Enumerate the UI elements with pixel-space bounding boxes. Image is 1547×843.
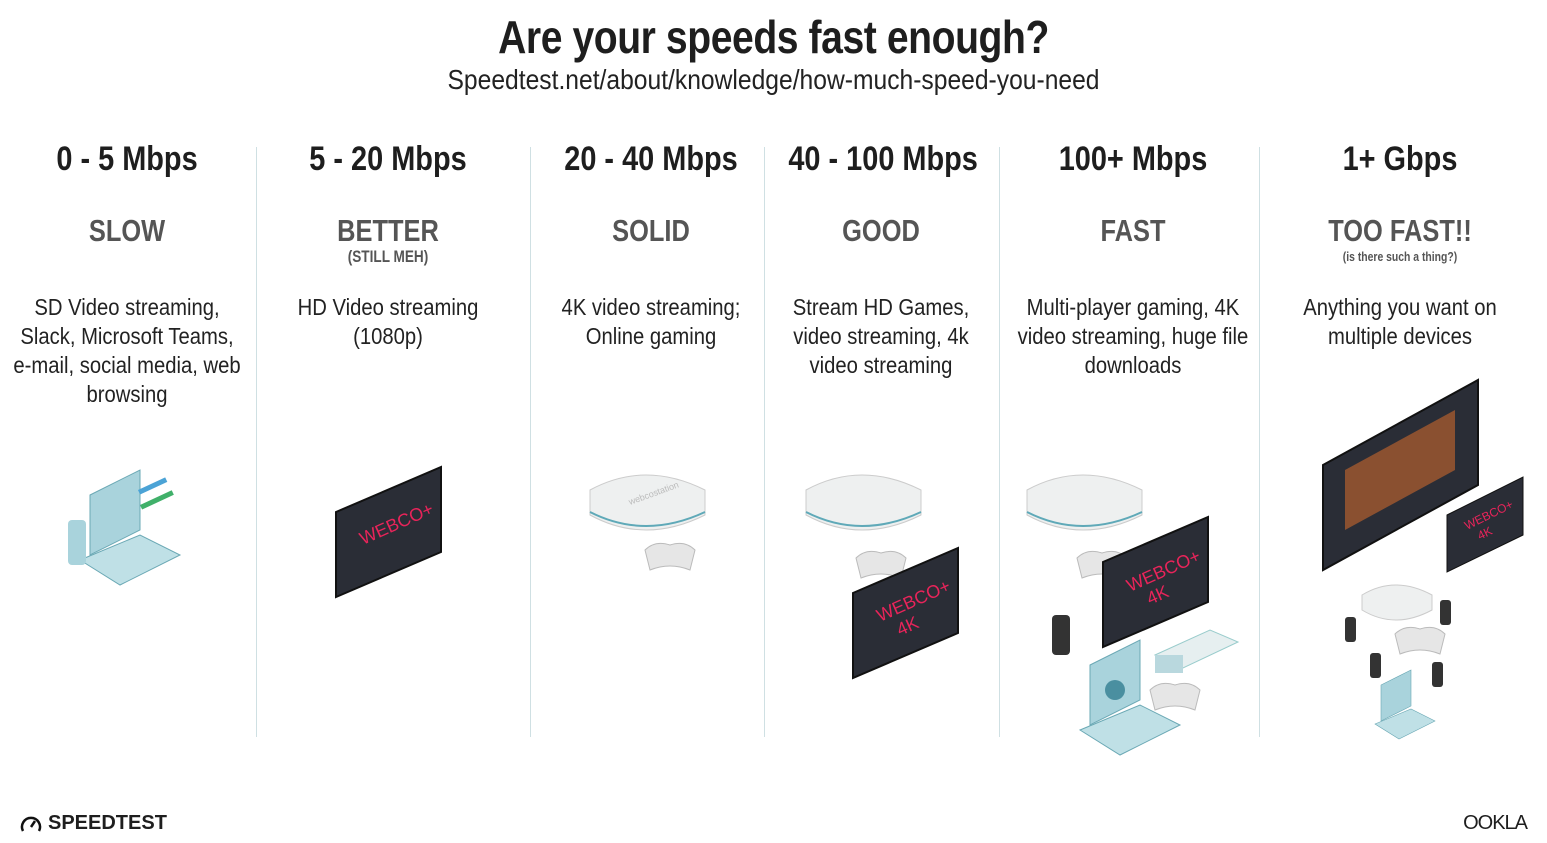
tier-description: Multi-player gaming, 4K video streaming,… bbox=[1017, 294, 1249, 378]
page-title: Are your speeds fast enough? bbox=[498, 11, 1049, 63]
phone-icon bbox=[1345, 600, 1451, 687]
tier-better: 5 - 20 Mbps BETTER (STILL MEH) HD Video … bbox=[278, 140, 498, 740]
laptop-icon bbox=[68, 469, 181, 586]
tier-too-fast: 1+ Gbps TOO FAST!! (is there such a thin… bbox=[1285, 140, 1515, 740]
tv-4k-icon: WEBCO+4K bbox=[1102, 516, 1209, 648]
tier-good: 40 - 100 Mbps GOOD Stream HD Games, vide… bbox=[772, 140, 990, 740]
tier-speed: 100+ Mbps bbox=[1058, 140, 1208, 178]
laptop-icon bbox=[1079, 639, 1181, 756]
gauge-icon bbox=[20, 816, 42, 832]
tier-label: SOLID bbox=[612, 213, 690, 248]
speedtest-logo: SPEEDTEST bbox=[20, 812, 167, 835]
tv-4k-icon: WEBCO+4K bbox=[852, 547, 959, 679]
divider bbox=[999, 147, 1000, 737]
tier-description: Anything you want on multiple devices bbox=[1303, 294, 1497, 349]
tier-label: FAST bbox=[1100, 213, 1166, 248]
laptop-icon bbox=[1374, 669, 1436, 740]
divider bbox=[1259, 147, 1260, 737]
tier-label: GOOD bbox=[842, 213, 920, 248]
game-console-icon bbox=[1361, 584, 1446, 655]
tier-speed: 0 - 5 Mbps bbox=[56, 140, 198, 178]
speedtest-logo-text: SPEEDTEST bbox=[48, 812, 167, 834]
tier-speed: 1+ Gbps bbox=[1342, 140, 1458, 178]
page-subtitle: Speedtest.net/about/knowledge/how-much-s… bbox=[447, 64, 1100, 95]
tier-solid: 20 - 40 Mbps SOLID 4K video streaming; O… bbox=[545, 140, 757, 740]
phone-icon bbox=[1052, 615, 1070, 655]
tier-label: BETTER bbox=[337, 213, 439, 248]
game-console-icon: webcostation bbox=[589, 474, 706, 571]
tier-description: HD Video streaming (1080p) bbox=[297, 294, 479, 349]
tier-note: (is there such a thing?) bbox=[1342, 249, 1458, 264]
console-box-icon bbox=[1149, 629, 1240, 711]
tier-fast: 100+ Mbps FAST Multi-player gaming, 4K v… bbox=[1018, 140, 1249, 740]
tier-slow: 0 - 5 Mbps SLOW SD Video streaming, Slac… bbox=[13, 140, 240, 740]
tier-label: TOO FAST!! bbox=[1328, 213, 1472, 248]
divider bbox=[764, 147, 765, 737]
tier-speed: 20 - 40 Mbps bbox=[564, 140, 738, 178]
ookla-logo: OOKLA bbox=[1463, 812, 1528, 834]
large-tv-icon bbox=[1322, 378, 1479, 572]
tier-speed: 5 - 20 Mbps bbox=[309, 140, 467, 178]
tier-label: SLOW bbox=[88, 213, 166, 248]
divider bbox=[530, 147, 531, 737]
tier-description: 4K video streaming; Online gaming bbox=[561, 294, 741, 349]
game-console-icon bbox=[805, 474, 922, 579]
divider bbox=[256, 147, 257, 737]
tier-speed: 40 - 100 Mbps bbox=[788, 140, 978, 178]
tier-note: (STILL MEH) bbox=[347, 247, 429, 266]
tier-description: SD Video streaming, Slack, Microsoft Tea… bbox=[13, 294, 241, 407]
svg-text:4K: 4K bbox=[1475, 524, 1494, 543]
tv-4k-icon: WEBCO+4K bbox=[1446, 476, 1524, 573]
tier-description: Stream HD Games, video streaming, 4k vid… bbox=[792, 294, 970, 378]
tv-icon: WEBCO+ bbox=[335, 466, 442, 598]
